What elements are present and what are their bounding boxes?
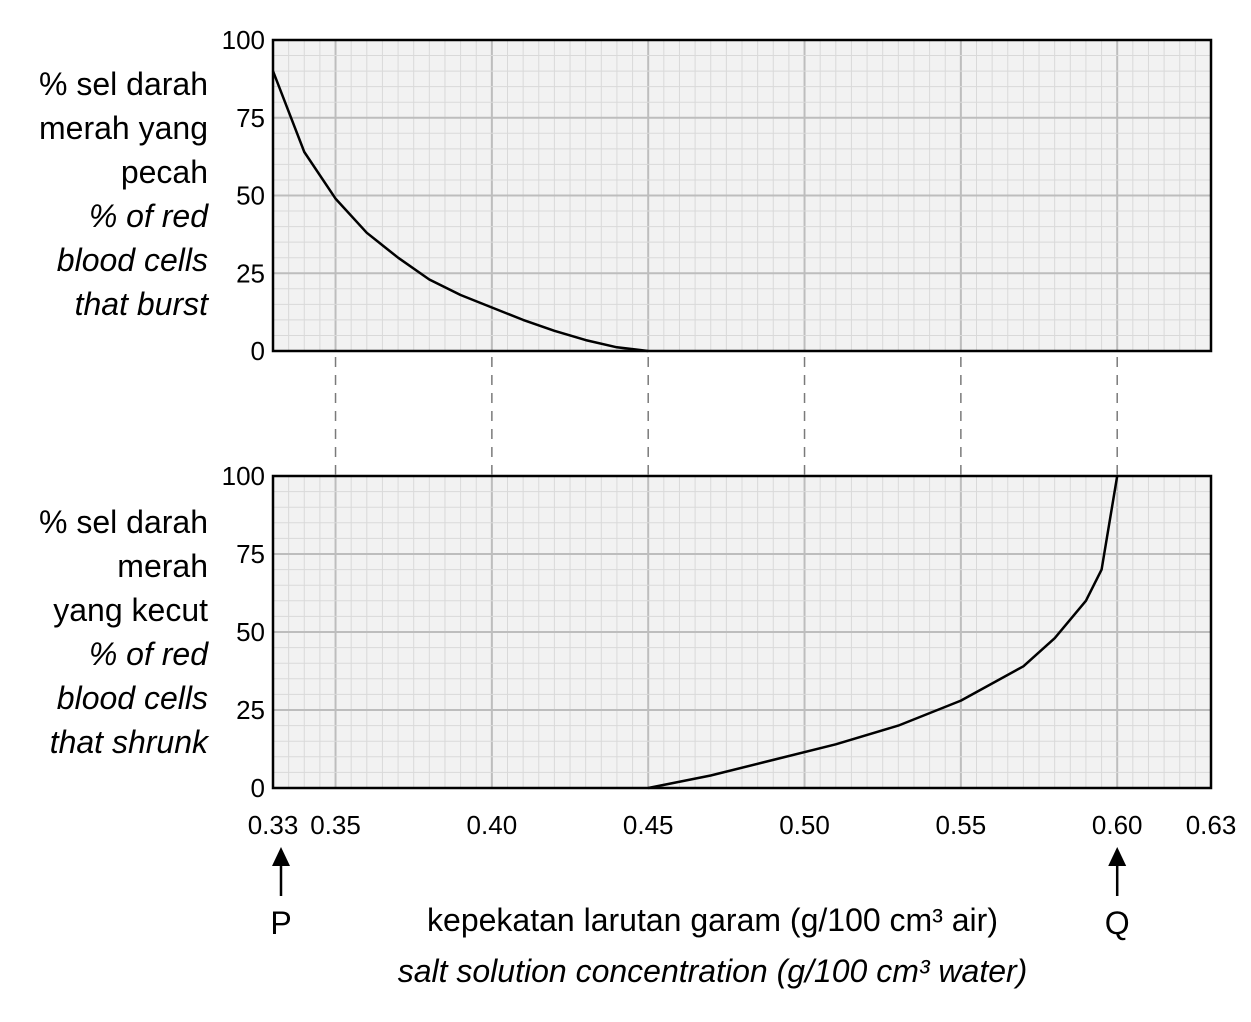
p-marker-label: P: [270, 905, 291, 941]
bottom-ylabel-line: % sel darah: [39, 504, 208, 540]
y-tick-label: 100: [222, 25, 265, 55]
bottom-ylabel-line: merah: [117, 548, 208, 584]
x-tick-label: 0.55: [936, 810, 987, 840]
top-ylabel-en-line: blood cells: [56, 242, 208, 278]
x-tick-label: 0.60: [1092, 810, 1143, 840]
x-axis-label: kepekatan larutan garam (g/100 cm³ air): [427, 902, 998, 938]
bottom-y-axis-label: % sel darah merah yang kecut % of red bl…: [39, 500, 208, 764]
y-tick-label: 0: [251, 773, 265, 803]
x-tick-label: 0.35: [310, 810, 361, 840]
y-tick-label: 50: [236, 181, 265, 211]
top-ylabel-line: % sel darah: [39, 66, 208, 102]
bottom-ylabel-en-line: that shrunk: [49, 724, 208, 760]
x-tick-label: 0.63: [1186, 810, 1237, 840]
y-tick-label: 50: [236, 617, 265, 647]
top-ylabel-line: pecah: [120, 154, 208, 190]
x-axis-label-english: salt solution concentration (g/100 cm³ w…: [397, 953, 1028, 989]
top-ylabel-line: merah yang: [39, 110, 208, 146]
data-curve: [271, 70, 649, 353]
y-tick-label: 75: [236, 103, 265, 133]
y-tick-label: 100: [222, 461, 265, 491]
y-tick-label: 25: [236, 258, 265, 288]
x-tick-label: 0.50: [779, 810, 830, 840]
y-tick-label: 75: [236, 539, 265, 569]
x-tick-label: 0.45: [623, 810, 674, 840]
plot-frame: [271, 474, 1213, 790]
bottom-ylabel-line: yang kecut: [53, 592, 208, 628]
bottom-chart: 0 25 50 75 100: [222, 461, 1213, 803]
x-tick-label: 0.40: [467, 810, 518, 840]
data-curve: [647, 475, 1119, 790]
top-y-axis-label: % sel darah merah yang pecah % of red bl…: [39, 62, 208, 326]
y-tick-label: 0: [251, 336, 265, 366]
top-ylabel-en-line: % of red: [88, 198, 208, 234]
y-tick-label: 25: [236, 695, 265, 725]
q-arrow-head: [1108, 847, 1127, 866]
q-marker-label: Q: [1105, 905, 1130, 941]
x-tick-label: 0.33: [248, 810, 299, 840]
bottom-ylabel-en-line: blood cells: [56, 680, 208, 716]
plot-frame: [271, 38, 1213, 353]
bottom-ylabel-en-line: % of red: [88, 636, 208, 672]
top-chart: 0 25 50 75 100: [222, 25, 1213, 366]
p-arrow-head: [272, 847, 290, 866]
top-ylabel-en-line: that burst: [74, 286, 208, 322]
